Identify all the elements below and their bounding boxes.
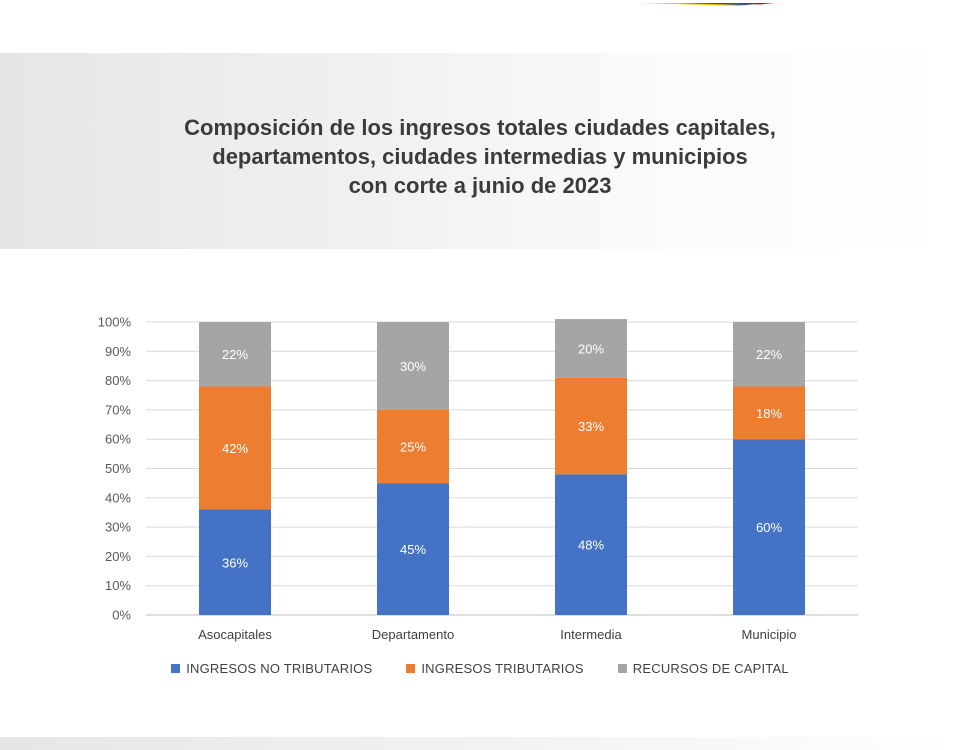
- top-decoration: [0, 0, 960, 10]
- x-tick-label: Departamento: [372, 627, 454, 642]
- y-tick-label: 100%: [98, 315, 132, 330]
- y-tick-label: 40%: [105, 490, 131, 505]
- legend-item-tributarios: INGRESOS TRIBUTARIOS: [406, 661, 584, 676]
- x-tick-label: Intermedia: [560, 627, 622, 642]
- data-label: 36%: [222, 555, 248, 570]
- data-label: 60%: [756, 520, 782, 535]
- y-tick-label: 70%: [105, 402, 131, 417]
- y-tick-label: 0%: [112, 608, 131, 623]
- data-label: 45%: [400, 542, 426, 557]
- bar-segment: [555, 377, 627, 475]
- flag-stripe-graphic: [640, 3, 775, 6]
- x-tick-label: Municipio: [742, 627, 797, 642]
- y-tick-label: 30%: [105, 520, 131, 535]
- bar-segment: [377, 483, 449, 615]
- legend-swatch: [617, 664, 627, 673]
- y-tick-label: 20%: [105, 549, 131, 564]
- bar-segment: [377, 409, 449, 484]
- legend-swatch: [171, 664, 181, 673]
- stacked-bar-chart: 0% 10% 20% 30% 40% 50% 60% 70% 80% 90% 100% 36% 42% 2…: [98, 315, 858, 642]
- data-label: 42%: [222, 441, 248, 456]
- title-banner: [0, 53, 960, 249]
- bar-segment: [199, 509, 271, 615]
- chart-title-line: departamentos, ciudades intermedias y mu…: [212, 144, 748, 169]
- data-label: 22%: [756, 347, 782, 362]
- bar-segment: [377, 322, 449, 410]
- bar-segment: [733, 322, 805, 387]
- legend-label: INGRESOS NO TRIBUTARIOS: [186, 661, 373, 676]
- bar-segment: [733, 439, 805, 615]
- data-label: 22%: [222, 347, 248, 362]
- data-label: 20%: [578, 341, 604, 356]
- data-label: 33%: [578, 419, 604, 434]
- data-label: 18%: [756, 406, 782, 421]
- y-tick-label: 50%: [105, 461, 131, 476]
- data-label: 25%: [400, 440, 426, 455]
- bar-segment: [733, 386, 805, 440]
- data-label: 48%: [578, 538, 604, 553]
- legend-swatch: [406, 664, 416, 673]
- chart-title: Composición de los ingresos totales ciud…: [80, 113, 880, 200]
- bar-segment: [199, 386, 271, 510]
- data-label: 30%: [400, 359, 426, 374]
- y-tick-label: 60%: [105, 432, 131, 447]
- y-tick-label: 90%: [105, 344, 131, 359]
- chart-title-line: Composición de los ingresos totales ciud…: [184, 115, 776, 140]
- bar-segment: [199, 322, 271, 387]
- bar-segment: [555, 474, 627, 615]
- x-tick-label: Asocapitales: [198, 627, 272, 642]
- chart-title-line: con corte a junio de 2023: [348, 173, 612, 198]
- y-tick-label: 80%: [105, 373, 131, 388]
- chart-legend: INGRESOS NO TRIBUTARIOS INGRESOS TRIBUTA…: [0, 661, 960, 676]
- y-tick-label: 10%: [105, 578, 131, 593]
- legend-label: RECURSOS DE CAPITAL: [632, 661, 789, 676]
- bar-segment: [555, 319, 627, 378]
- legend-item-recursos-capital: RECURSOS DE CAPITAL: [617, 661, 789, 676]
- legend-label: INGRESOS TRIBUTARIOS: [421, 661, 584, 676]
- bottom-strip: [0, 737, 960, 750]
- legend-item-no-tributarios: INGRESOS NO TRIBUTARIOS: [171, 661, 372, 676]
